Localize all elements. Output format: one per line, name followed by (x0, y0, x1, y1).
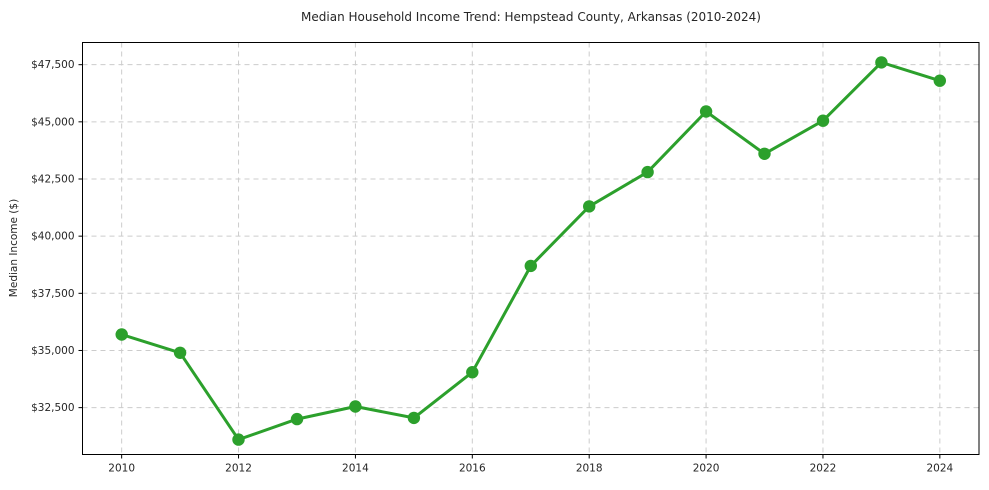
data-point (466, 366, 479, 379)
data-point (875, 56, 888, 69)
chart-title: Median Household Income Trend: Hempstead… (301, 10, 761, 24)
y-tick-label: $35,000 (31, 345, 74, 357)
data-point (173, 346, 187, 359)
data-point (933, 74, 946, 87)
x-tick-label: 2020 (693, 463, 720, 475)
y-tick-label: $40,000 (31, 231, 74, 243)
x-tick-label: 2016 (459, 463, 486, 475)
y-tick-label: $45,000 (31, 116, 74, 128)
x-tick-label: 2018 (576, 463, 603, 475)
data-point (290, 412, 304, 426)
x-tick-label: 2024 (926, 463, 953, 475)
y-axis-label: Median Income ($) (8, 198, 20, 298)
data-point (232, 433, 245, 446)
y-tick-label: $42,500 (31, 173, 74, 185)
data-point (115, 328, 128, 341)
x-tick-label: 2014 (342, 463, 369, 475)
data-point (407, 411, 421, 425)
data-point (524, 259, 537, 273)
data-point (816, 114, 830, 127)
x-tick-label: 2010 (108, 463, 135, 475)
data-point (641, 165, 654, 179)
y-tick-label: $37,500 (31, 288, 74, 300)
x-tick-label: 2012 (225, 463, 252, 475)
data-point (349, 400, 362, 413)
data-point (758, 147, 771, 160)
data-point (699, 105, 713, 118)
data-point (583, 200, 596, 213)
y-tick-label: $32,500 (31, 402, 74, 414)
plot-border (82, 42, 980, 455)
y-tick-label: $47,500 (31, 59, 74, 71)
x-tick-label: 2022 (810, 463, 837, 475)
